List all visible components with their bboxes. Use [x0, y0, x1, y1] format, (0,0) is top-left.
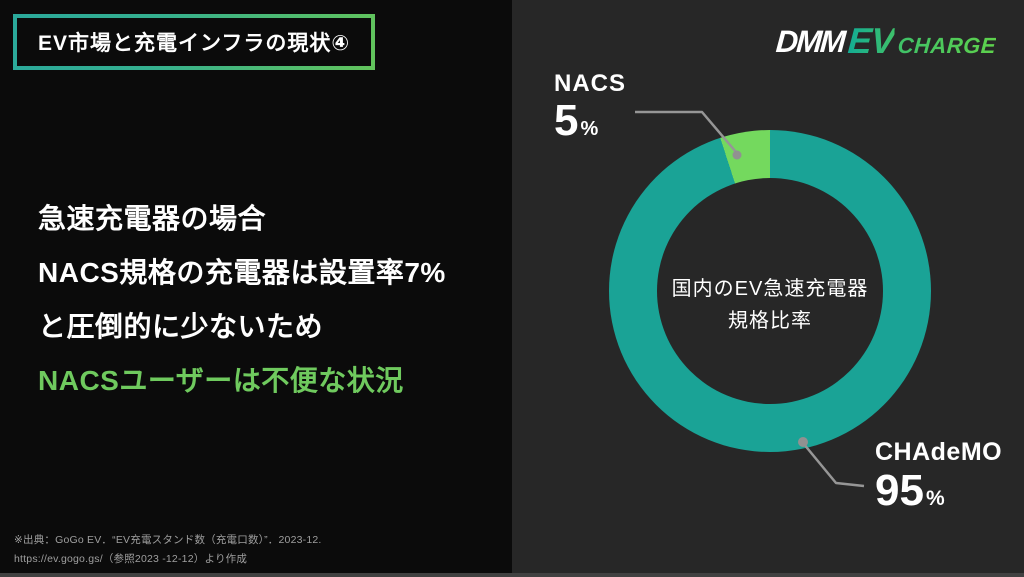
body-line-3: と圧倒的に少ないため: [38, 311, 324, 342]
source-line-1: ※出典：GoGo EV．“EV充電スタンド数（充電口数）”．2023-12.: [14, 534, 322, 546]
nacs-percent-sign: %: [580, 118, 599, 140]
chademo-value: 95: [875, 466, 924, 515]
chademo-callout: CHAdeMO 95 %: [875, 438, 1002, 515]
bottom-edge-strip: [0, 573, 1024, 577]
body-line-1: 急速充電器の場合: [38, 203, 267, 234]
body-text: 急速充電器の場合 NACS規格の充電器は設置率7% と圧倒的に少ないため NAC…: [38, 192, 446, 408]
nacs-percentage: 5 %: [554, 98, 626, 144]
donut-center-line-2: 規格比率: [728, 310, 812, 333]
chademo-percent-sign: %: [925, 487, 945, 510]
chademo-label: CHAdeMO: [875, 438, 1003, 466]
nacs-callout: NACS 5 %: [554, 70, 626, 144]
page-title: EV市場と充電インフラの現状④: [38, 32, 351, 55]
source-line-2: https://ev.gogo.gs/（参照2023 -12-12）より作成: [14, 553, 248, 565]
donut-chart: 国内のEV急速充電器 規格比率: [609, 130, 931, 452]
dmm-ev-charge-logo: DMM EV CHARGE: [774, 20, 997, 61]
body-line-4-highlight: NACSユーザーは不便な状況: [38, 365, 404, 396]
logo-dmm-text: DMM: [774, 24, 845, 59]
logo-ev-text: EV: [846, 20, 896, 61]
chademo-leader-line: [802, 442, 865, 488]
donut-center-line-1: 国内のEV急速充電器: [671, 278, 869, 301]
source-citation: ※出典：GoGo EV．“EV充電スタンド数（充電口数）”．2023-12. h…: [14, 531, 322, 569]
title-badge: EV市場と充電インフラの現状④: [13, 14, 376, 70]
chademo-percentage: 95 %: [875, 467, 1002, 515]
chart-panel: DMM EV CHARGE 国内のEV急速充電器 規格比率 NACS 5 %: [512, 0, 1024, 577]
nacs-label: NACS: [554, 70, 627, 97]
nacs-value: 5: [554, 96, 579, 145]
body-line-2: NACS規格の充電器は設置率7%: [38, 257, 446, 288]
donut-center-label: 国内のEV急速充電器 規格比率: [650, 273, 890, 337]
donut-hole: [657, 178, 883, 404]
logo-charge-text: CHARGE: [896, 33, 997, 58]
